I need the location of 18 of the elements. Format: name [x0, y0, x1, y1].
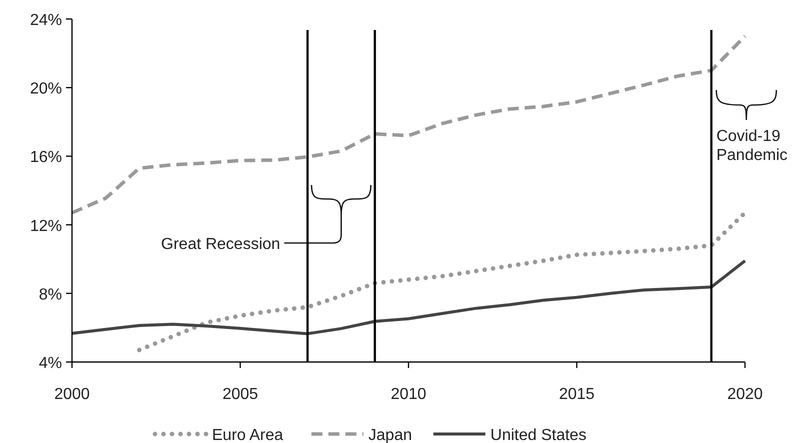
y-tick-label: 12%	[30, 218, 62, 235]
x-tick-label: 2010	[390, 386, 426, 403]
y-tick-label: 24%	[30, 12, 62, 29]
line-series	[70, 259, 746, 336]
legend-label: United States	[490, 427, 586, 443]
x-tick-label: 2015	[558, 386, 595, 403]
y-tick-label: 20%	[30, 80, 62, 98]
legend-label: Euro Area	[212, 427, 284, 443]
legend-label: Japan	[368, 427, 412, 443]
line-series	[137, 210, 748, 352]
x-tick-label: 2000	[54, 386, 90, 403]
y-tick-label: 4%	[38, 355, 62, 372]
y-tick-label: 16%	[30, 149, 62, 166]
ref-line-label: Great Recession	[161, 236, 280, 253]
x-tick-label: 2020	[727, 386, 763, 403]
y-tick-label: 8%	[38, 286, 62, 304]
ref-line-label: Covid-19 Pandemic	[716, 128, 788, 164]
x-tick-label: 2005	[222, 386, 258, 403]
